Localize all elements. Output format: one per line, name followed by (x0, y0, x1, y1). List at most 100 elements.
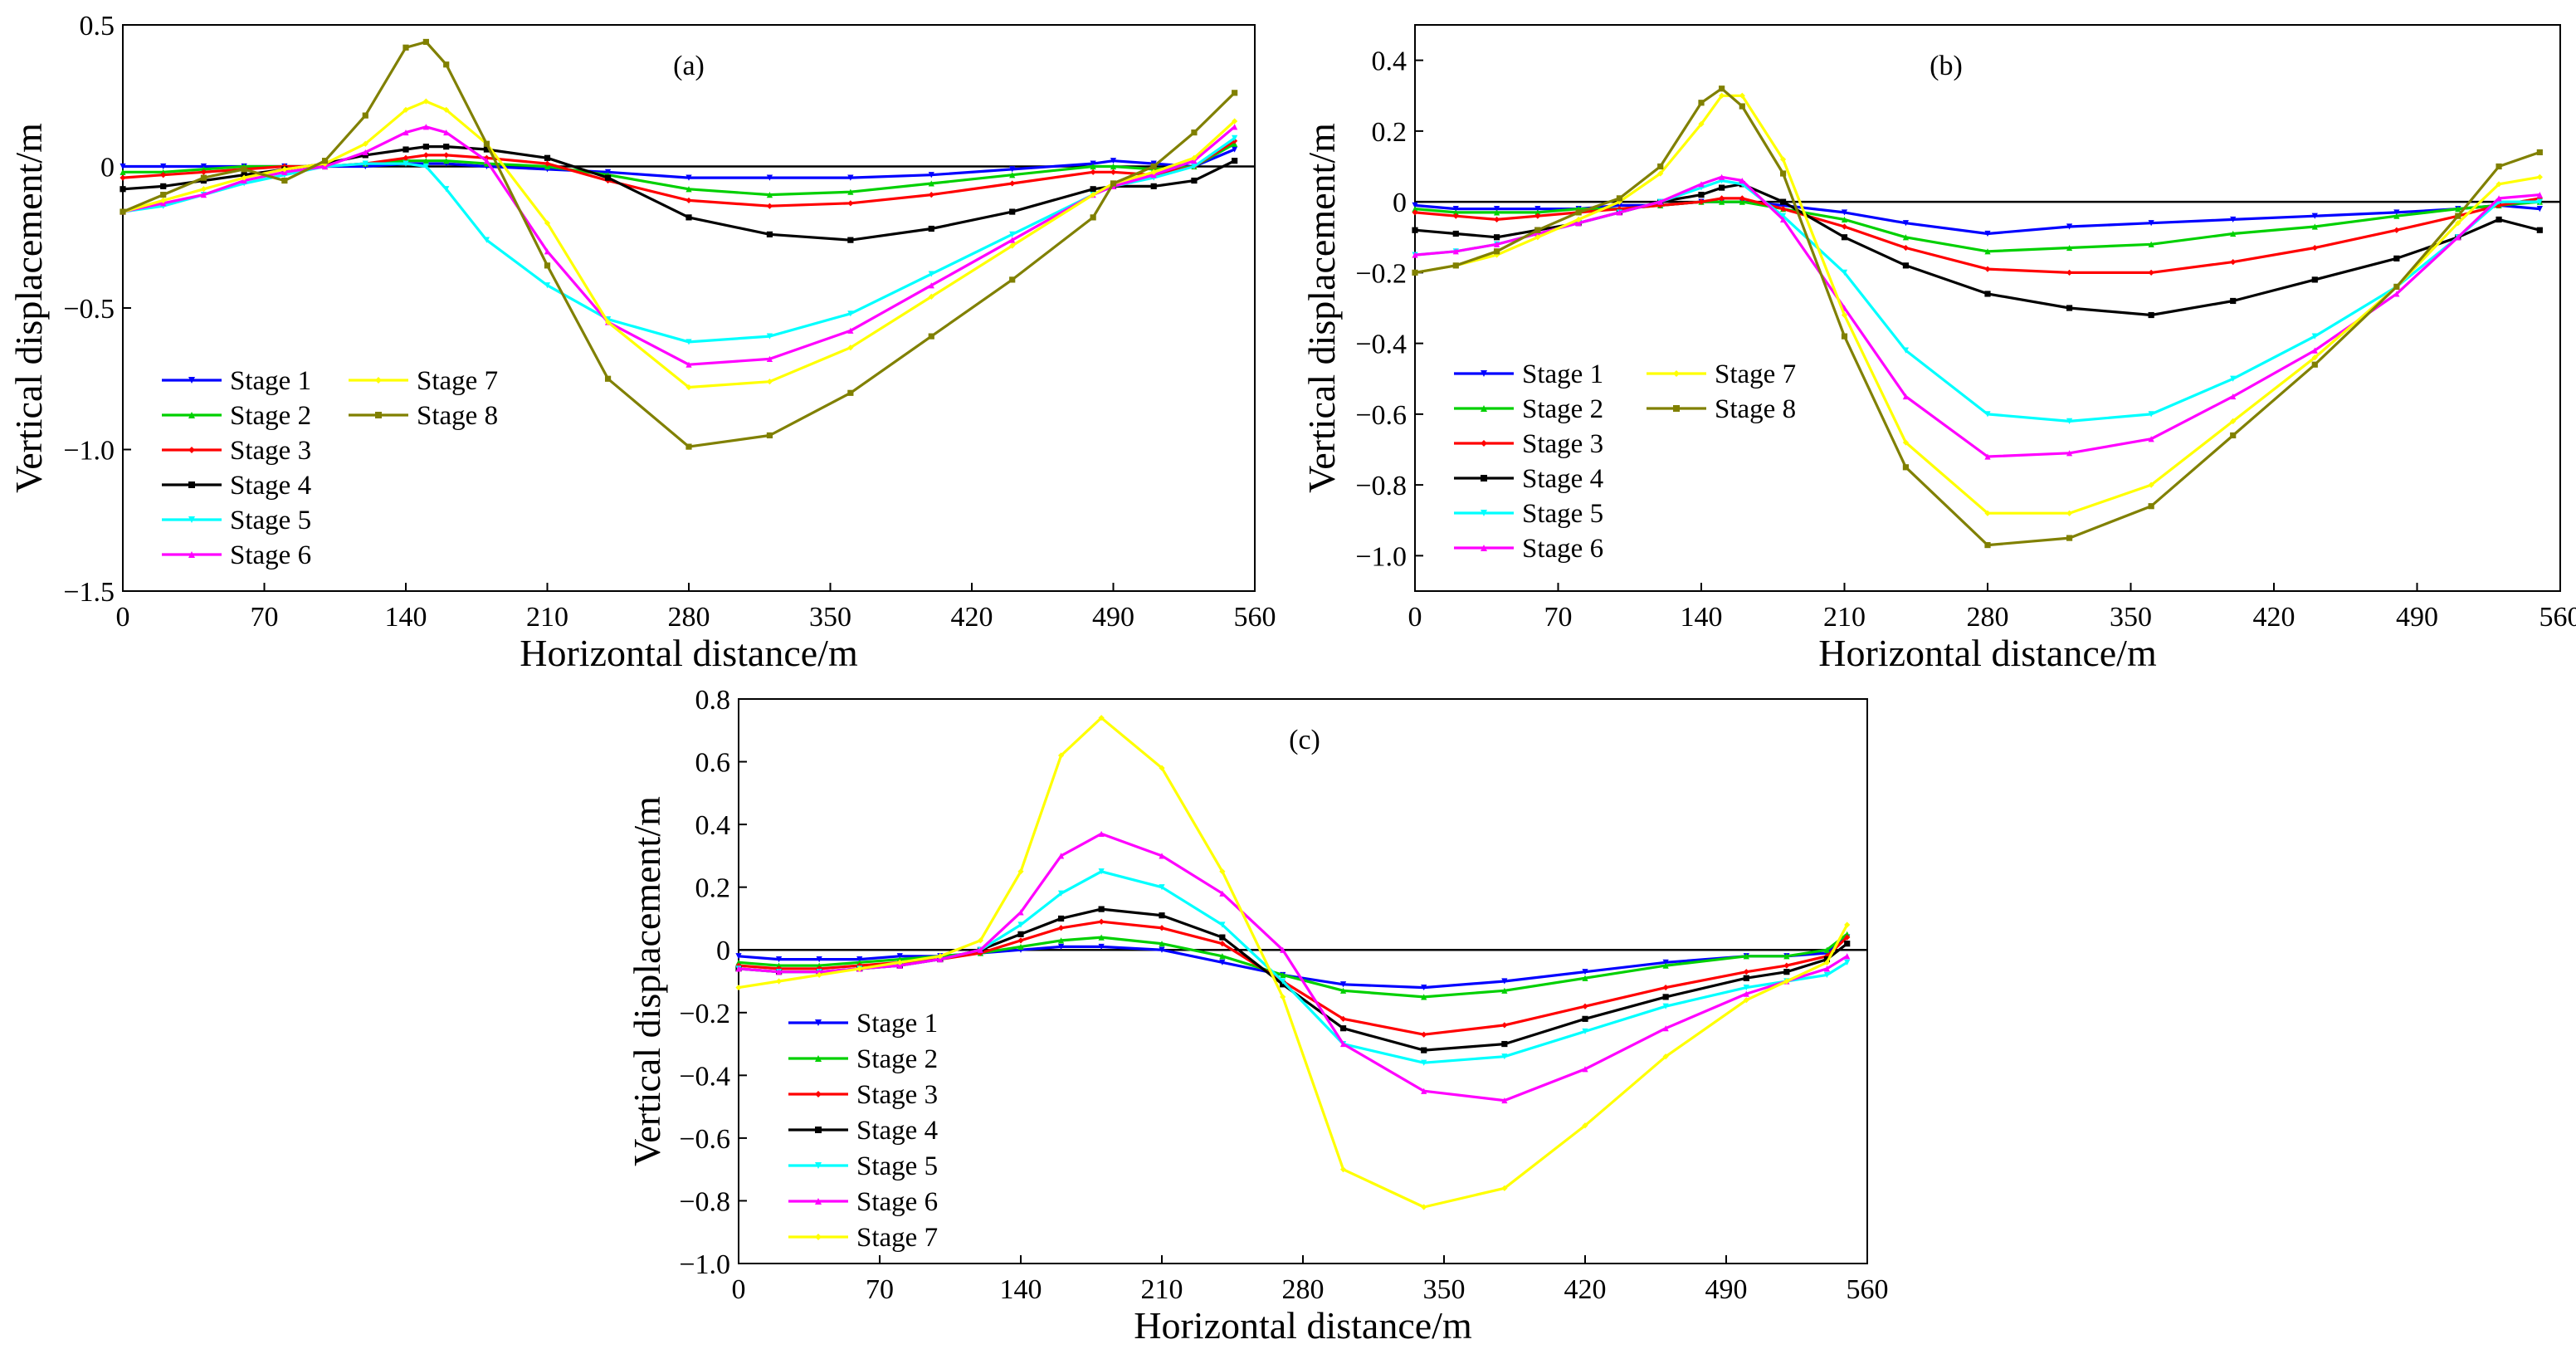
data-point (847, 188, 854, 195)
x-tick-label: 280 (668, 602, 710, 633)
data-point (1657, 163, 1664, 170)
data-point (1662, 962, 1669, 969)
data-point (1219, 941, 1226, 947)
data-point (1719, 92, 1725, 99)
data-point (775, 965, 783, 972)
data-point (2230, 297, 2237, 305)
data-point (1743, 969, 1749, 975)
legend-item: Stage 4 (162, 471, 311, 501)
data-point (120, 208, 126, 215)
data-point (483, 237, 490, 243)
legend-label: Stage 7 (856, 1223, 938, 1253)
data-point (816, 969, 822, 975)
data-point (1841, 234, 1848, 241)
data-point (1739, 198, 1745, 205)
data-point (402, 106, 409, 113)
data-point (1844, 934, 1851, 941)
y-tick-label: 0.5 (80, 11, 115, 42)
data-point (2230, 375, 2237, 382)
y-tick-label: −1.0 (1355, 541, 1407, 572)
data-point (1280, 978, 1286, 985)
data-point (847, 174, 854, 181)
data-point (1232, 158, 1238, 164)
data-point (1339, 981, 1347, 988)
data-point (1150, 163, 1157, 170)
series-stage-8 (120, 38, 1238, 450)
data-point (816, 962, 822, 969)
data-point (775, 969, 783, 975)
data-point (1719, 184, 1725, 191)
data-point (1493, 248, 1500, 255)
legend-item: Stage 7 (1647, 359, 1796, 389)
data-point (766, 432, 773, 439)
data-point (1493, 234, 1500, 241)
data-point (928, 172, 934, 178)
data-point (1412, 206, 1418, 213)
data-point (2148, 269, 2154, 276)
data-point (1841, 223, 1848, 230)
data-point (766, 203, 773, 209)
y-tick-label: −0.4 (679, 1061, 730, 1092)
series-line (738, 716, 1849, 1209)
data-point (1984, 266, 1991, 272)
data-point (443, 61, 450, 68)
legend-label: Stage 7 (417, 366, 498, 396)
legend-item: Stage 8 (1647, 394, 1796, 424)
legend-item: Stage 3 (788, 1080, 938, 1110)
data-point (1902, 220, 1910, 227)
legend-marker (815, 1127, 822, 1133)
y-tick-label: 0.4 (1372, 46, 1408, 77)
data-point (1098, 918, 1105, 925)
legend-label: Stage 6 (856, 1187, 938, 1217)
data-point (1698, 120, 1705, 127)
legend-item: Stage 7 (788, 1223, 938, 1253)
data-point (1280, 971, 1286, 979)
data-point (402, 146, 409, 153)
data-point (241, 166, 247, 173)
data-point (2393, 213, 2400, 219)
y-tick-label: −1.0 (679, 1249, 730, 1280)
data-point (1057, 943, 1065, 951)
data-point (422, 152, 429, 159)
data-point (766, 231, 773, 237)
data-point (483, 158, 490, 164)
legend-marker (815, 1019, 822, 1026)
legend-marker (1673, 370, 1680, 377)
y-tick-label: 0.8 (695, 685, 731, 716)
data-point (1779, 206, 1787, 213)
data-point (1009, 166, 1016, 173)
data-point (1534, 234, 1541, 241)
legend-marker (1481, 440, 1487, 447)
data-point (816, 965, 822, 972)
data-point (1191, 177, 1198, 184)
data-point (1662, 959, 1669, 965)
data-point (685, 197, 692, 204)
data-point (422, 163, 429, 170)
data-point (847, 310, 854, 317)
series-line (1414, 200, 2540, 236)
legend-marker (815, 1234, 822, 1240)
data-point (847, 200, 854, 207)
data-point (1090, 214, 1096, 221)
data-point (847, 345, 854, 351)
data-point (1739, 103, 1745, 110)
legend-item: Stage 1 (788, 1009, 938, 1039)
data-point (362, 112, 368, 119)
data-point (1841, 209, 1848, 216)
data-point (1452, 209, 1459, 216)
data-point (928, 225, 934, 232)
x-tick-label: 70 (251, 602, 279, 633)
y-tick-label: −0.4 (1355, 330, 1407, 360)
panel-label: (a) (673, 51, 705, 81)
data-point (847, 237, 854, 243)
data-point (1501, 987, 1508, 994)
data-point (1098, 934, 1105, 941)
data-point (1582, 1122, 1588, 1129)
data-point (1191, 163, 1198, 170)
data-point (422, 124, 429, 130)
data-point (1098, 943, 1105, 951)
series-line (1414, 200, 2540, 253)
x-tick-label: 420 (1564, 1274, 1607, 1305)
data-point (402, 160, 409, 167)
legend-marker (815, 1055, 822, 1062)
